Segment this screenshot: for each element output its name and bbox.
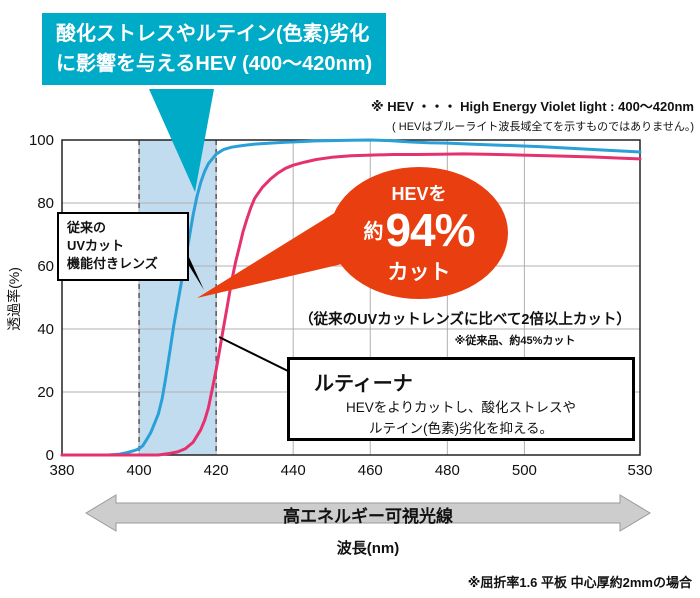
lutina-description-line1: HEVをよりカットし、酸化ストレスや bbox=[346, 400, 576, 415]
curve-lutina bbox=[60, 152, 642, 457]
lutina-description: HEVをよりカットし、酸化ストレスや ルテイン(色素)劣化を抑える。 bbox=[300, 398, 622, 440]
y-tick-label: 0 bbox=[46, 447, 54, 464]
y-tick-label: 40 bbox=[37, 321, 54, 338]
conventional-lens-line3: 機能付きレンズ bbox=[67, 256, 158, 272]
bubble-bottom-text: カット bbox=[387, 261, 451, 284]
lutina-description-line2: ルテイン(色素)劣化を抑える。 bbox=[368, 420, 554, 436]
curve-conventional-lens bbox=[60, 138, 642, 457]
x-tick-label: 440 bbox=[281, 462, 306, 479]
lutina-label-box: ルティーナ HEVをよりカットし、酸化ストレスや ルテイン(色素)劣化を抑える。 bbox=[287, 357, 635, 441]
conventional-lens-label: 従来の UVカット 機能付きレンズ bbox=[57, 212, 189, 281]
x-tick-label: 530 bbox=[627, 462, 652, 479]
hev-callout-line2: に影響を与えるHEV (400〜420nm) bbox=[56, 53, 373, 75]
hev-definition-line1: ※ HEV ・・・ High Energy Violet light : 400… bbox=[370, 99, 694, 114]
hev-callout-pointer bbox=[149, 89, 214, 192]
conventional-lens-line2: UVカット bbox=[67, 238, 125, 254]
y-tick-label: 100 bbox=[29, 132, 54, 149]
measurement-condition-footnote: ※屈折率1.6 平板 中心厚約2mmの場合 bbox=[467, 575, 692, 590]
bubble-percent-line: 約94% bbox=[330, 207, 508, 253]
x-tick-label: 460 bbox=[358, 462, 383, 479]
comparison-text: （従来のUVカットレンズに比べて2倍以上カット） bbox=[299, 312, 631, 328]
conventional-lens-line1: 従来の bbox=[67, 220, 107, 235]
bubble-approx-text: 約 bbox=[363, 221, 384, 243]
x-tick-label: 380 bbox=[49, 462, 74, 479]
y-axis-title: 透過率(%) bbox=[6, 267, 22, 331]
bubble-percent-value: 94% bbox=[385, 204, 475, 256]
high-energy-visible-light-label: 高エネルギー可視光線 bbox=[283, 507, 453, 526]
comparison-note: ※従来品、約45%カット bbox=[454, 335, 576, 347]
lutina-title: ルティーナ bbox=[314, 373, 413, 395]
x-tick-label: 400 bbox=[127, 462, 152, 479]
bubble-top-text: HEVを bbox=[391, 184, 447, 204]
bubble-tail bbox=[197, 212, 342, 298]
hev-cut-bubble: HEVを 約94% カット bbox=[330, 167, 508, 299]
y-tick-label: 20 bbox=[37, 384, 54, 401]
y-tick-label: 60 bbox=[37, 258, 54, 275]
x-tick-label: 500 bbox=[512, 462, 537, 479]
x-axis-title: 波長(nm) bbox=[336, 540, 400, 557]
x-tick-label: 480 bbox=[435, 462, 460, 479]
hev-definition-note: ※ HEV ・・・ High Energy Violet light : 400… bbox=[371, 96, 694, 134]
wavelength-range-arrow bbox=[85, 494, 651, 532]
hev-definition-line2: ( HEVはブルーライト波長域全てを示すものではありません。) bbox=[392, 121, 694, 133]
hev-callout-line1: 酸化ストレスやルテイン(色素)劣化 bbox=[56, 23, 370, 45]
lutina-callout-line bbox=[218, 336, 293, 374]
x-tick-label: 420 bbox=[204, 462, 229, 479]
y-tick-label: 80 bbox=[37, 195, 54, 212]
hev-callout-box: 酸化ストレスやルテイン(色素)劣化 に影響を与えるHEV (400〜420nm) bbox=[42, 13, 387, 85]
